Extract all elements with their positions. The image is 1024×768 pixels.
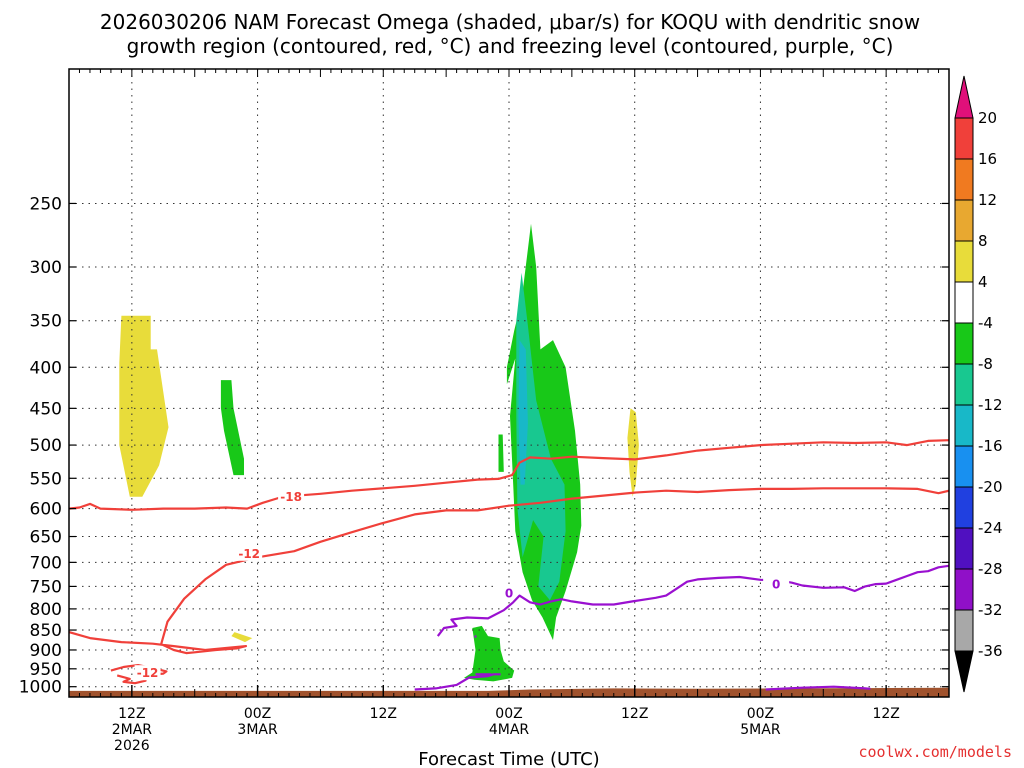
freezing-contour-label-bg <box>496 585 522 601</box>
colorbar-bin <box>954 527 974 570</box>
colorbar-label: -12 <box>978 396 1003 414</box>
y-tick-label: 950 <box>30 660 62 680</box>
dgz-contour-label-bg <box>278 488 305 504</box>
x-tick-label-line: 12Z <box>370 706 397 722</box>
omega-region <box>464 625 515 682</box>
freezing-contour-line <box>436 564 949 637</box>
dgz-contour-label-bg <box>236 545 263 561</box>
omega-region <box>220 380 244 476</box>
omega-region <box>231 632 253 643</box>
x-tick-label-line: 3MAR <box>237 722 278 738</box>
colorbar-label: -32 <box>978 601 1003 619</box>
x-axis-label: Forecast Time (UTC) <box>418 749 599 768</box>
omega-region <box>498 434 504 472</box>
plot-area: -18 -12 -12 0 0 <box>69 69 949 697</box>
y-tick-label: 600 <box>30 500 62 520</box>
colorbar-label: 16 <box>978 150 997 168</box>
x-tick-label: 00Z 3MAR <box>237 706 278 738</box>
y-tick-label: 550 <box>30 469 62 489</box>
x-tick-label-line: 00Z <box>495 706 522 722</box>
colorbar-label: 12 <box>978 191 997 209</box>
colorbar-label: -24 <box>978 519 1003 537</box>
x-tick-label-line: 2MAR <box>112 722 153 738</box>
colorbar-label: -8 <box>978 355 993 373</box>
freezing-contour-label: 0 <box>505 586 513 600</box>
colorbar-label: -28 <box>978 560 1003 578</box>
y-tick-label: 250 <box>30 194 62 214</box>
colorbar-bin <box>954 281 974 324</box>
freezing-contour-label-bg <box>763 576 790 592</box>
colorbar-bin <box>954 363 974 406</box>
y-tick-label: 850 <box>30 621 62 641</box>
colorbar: 20 16 12 8 4 -4 -8 -12 -16 -20 -24 -28 -32 -36 <box>954 75 1003 693</box>
x-tick-label: 12Z <box>872 706 899 722</box>
colorbar-bin <box>954 609 974 652</box>
x-tick-label: 12Z <box>621 706 648 722</box>
omega-region <box>518 340 528 485</box>
colorbar-bin <box>954 199 974 242</box>
colorbar-bin <box>954 117 974 160</box>
x-tick-label-line: 5MAR <box>740 722 781 738</box>
colorbar-bin <box>954 568 974 611</box>
omega-region <box>627 408 639 497</box>
y-tick-label: 400 <box>30 358 62 378</box>
plot-content: -18 -12 -12 0 0 <box>69 69 949 697</box>
y-tick-label: 900 <box>30 641 62 661</box>
omega-region <box>119 315 169 497</box>
x-tick-label: 12Z 2MAR 2026 <box>112 706 153 754</box>
dgz-contour-line <box>69 439 949 511</box>
x-tick-label: 00Z 4MAR <box>489 706 530 738</box>
dgz-contour-label: -12 <box>137 666 159 680</box>
y-tick-label: 800 <box>30 600 62 620</box>
y-tick-label: 700 <box>30 553 62 573</box>
colorbar-bin <box>954 322 974 365</box>
colorbar-bin <box>954 486 974 529</box>
colorbar-label: 4 <box>978 273 988 291</box>
chart-title-line2: growth region (contoured, red, °C) and f… <box>127 34 894 58</box>
colorbar-label: -4 <box>978 314 993 332</box>
colorbar-bin <box>954 404 974 447</box>
chart-title-line1: 2026030206 NAM Forecast Omega (shaded, μ… <box>100 10 920 34</box>
x-tick-label-line: 00Z <box>244 706 271 722</box>
x-tick-label: 00Z 5MAR <box>740 706 781 738</box>
colorbar-bin <box>954 158 974 201</box>
y-tick-label: 650 <box>30 528 62 548</box>
y-tick-label: 350 <box>30 312 62 332</box>
dgz-contour-label: -12 <box>238 547 260 561</box>
y-tick-label: 750 <box>30 577 62 597</box>
x-tick-label: 12Z <box>370 706 397 722</box>
freezing-contour-label: 0 <box>772 578 780 592</box>
omega-region <box>516 272 566 601</box>
colorbar-label: -20 <box>978 478 1003 496</box>
y-axis: 2503003504004505005506006507007508008509… <box>19 194 949 698</box>
x-tick-label-line: 2026 <box>114 738 150 754</box>
x-tick-label-line: 12Z <box>621 706 648 722</box>
colorbar-bin <box>954 445 974 488</box>
colorbar-top-arrow <box>954 75 974 119</box>
dgz-contour-label-bg <box>134 665 161 681</box>
y-tick-label: 500 <box>30 436 62 456</box>
colorbar-label: 8 <box>978 232 988 250</box>
y-tick-label: 450 <box>30 399 62 419</box>
freezing-contour-line <box>414 673 501 691</box>
dgz-contour-label: -18 <box>280 490 302 504</box>
colorbar-bin <box>954 240 974 283</box>
x-tick-label-line: 12Z <box>872 706 899 722</box>
freezing-contour-line <box>765 685 871 691</box>
y-tick-label: 1000 <box>19 678 62 698</box>
y-tick-label: 300 <box>30 258 62 278</box>
x-tick-label-line: 4MAR <box>489 722 530 738</box>
x-tick-label-line: 12Z <box>118 706 145 722</box>
colorbar-label: 20 <box>978 109 997 127</box>
dgz-contour-line <box>69 487 949 655</box>
colorbar-label: -36 <box>978 642 1003 660</box>
x-tick-label-line: 00Z <box>747 706 774 722</box>
colorbar-bottom-arrow <box>954 650 974 693</box>
colorbar-label: -16 <box>978 437 1003 455</box>
credit-text[interactable]: coolwx.com/models <box>858 743 1012 761</box>
